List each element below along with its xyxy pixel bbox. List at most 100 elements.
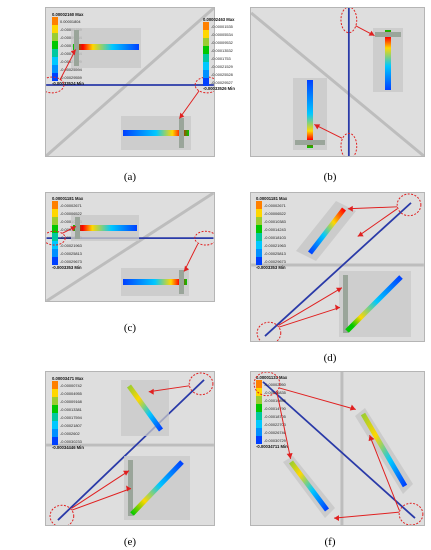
caption-b: (b) [323, 171, 337, 183]
legend-f-row: -0.00026746 [256, 428, 308, 436]
legend-color-swatch [256, 217, 262, 225]
panel-f-viewport: 0.00001133 Max -0.00002950 -0.00006835 -0.… [250, 371, 425, 526]
caption-e: (e) [123, 536, 137, 548]
legend-value-label: -0.00004955 [60, 390, 82, 396]
legend-color-swatch [52, 397, 58, 405]
panel-a-inset-top [71, 28, 141, 68]
legend-color-swatch [52, 65, 58, 73]
legend-color-swatch [52, 413, 58, 421]
legend-e-row: -0.0002602 [52, 429, 104, 437]
legend-value-label: -0.00018103 [264, 234, 286, 240]
legend-b-row: -0.00021529 [203, 62, 255, 70]
legend-color-swatch [52, 257, 58, 265]
legend-d-row: -0.00018103 [256, 233, 308, 241]
legend-value-label: -0.00018103 [60, 234, 82, 240]
legend-b-row: -0.00013532 [203, 46, 255, 54]
legend-c-max: 0.00001181 Max [52, 196, 84, 201]
legend-color-swatch [256, 380, 262, 388]
legend-color-swatch [52, 217, 58, 225]
panel-a-inset-bottom [121, 116, 191, 150]
caption-d: (d) [323, 352, 337, 364]
legend-e-row: -0.00030233 [52, 437, 104, 445]
legend-f-row: -0.00006835 [256, 388, 308, 396]
legend-b-max: 0.00002463 Max [203, 17, 235, 22]
legend-d-max: 0.00001181 Max [256, 196, 288, 201]
legend-c-row: -0.00002671 [52, 201, 104, 209]
panel-d-inset-bottom [339, 271, 411, 337]
panel-d-viewport: 0.00001181 Max -0.00002671 -0.00006522 -0.… [250, 192, 425, 342]
panel-e-viewport: 0.00003471 Max -0.00000742 -0.00004955 -0.… [45, 371, 215, 526]
legend-a-row: -0.00005769 [52, 25, 104, 33]
legend-color-swatch [52, 57, 58, 65]
legend-b-min: -0.00033526 Min [203, 86, 235, 91]
legend-color-swatch [52, 241, 58, 249]
legend-value-label: -0.0001753 [211, 55, 231, 61]
legend-a-min: -0.00033524 Min [52, 81, 84, 86]
legend-value-label: -0.00010895 [264, 397, 286, 403]
legend-f-row: -0.00014790 [256, 404, 308, 412]
legend-d-min: -0.0003353 Min [256, 265, 286, 270]
legend-color-swatch [203, 78, 209, 86]
legend-c-row: -0.00021963 [52, 241, 104, 249]
panel-e-inset-bottom [124, 456, 190, 520]
panel-b-inset-top [373, 28, 403, 92]
legend-e-max: 0.00003471 Max [52, 376, 84, 381]
legend-color-swatch [203, 62, 209, 70]
legend-color-swatch [52, 49, 58, 57]
legend-value-label: -0.00025813 [264, 250, 286, 256]
legend-color-swatch [203, 30, 209, 38]
legend-d-row: -0.00006522 [256, 209, 308, 217]
legend-b-row: -0.00029527 [203, 78, 255, 86]
legend-value-label: -0.00010383 [264, 218, 286, 224]
legend-color-swatch [52, 201, 58, 209]
legend-value-label: -0.00009168 [60, 398, 82, 404]
legend-color-swatch [256, 225, 262, 233]
legend-b-row: -0.00005534 [203, 30, 255, 38]
legend-f-row: -0.00018705 [256, 412, 308, 420]
panel-a-viewport: 0.00002160 Max 0.00001804 -0.00005769 -0.0… [45, 7, 215, 157]
legend-c-min: -0.0003353 Min [52, 265, 82, 270]
legend-b-row: -0.0001753 [203, 54, 255, 62]
panel-e-inset-top [121, 380, 169, 436]
legend-value-label: -0.00006522 [264, 210, 286, 216]
legend-a-row: -0.00029559 [52, 73, 104, 81]
legend-value-label: -0.00029527 [211, 79, 233, 85]
legend-value-label: -0.00005769 [60, 26, 82, 32]
legend-value-label: -0.00029673 [264, 258, 286, 264]
legend-value-label: -0.00021807 [60, 422, 82, 428]
legend-c-row: -0.00006522 [52, 209, 104, 217]
panel-b-viewport [250, 7, 425, 157]
legend-d-row: -0.00025813 [256, 249, 308, 257]
legend-value-label: -0.00021529 [211, 63, 233, 69]
legend-color-swatch [203, 46, 209, 54]
caption-c: (c) [123, 322, 137, 334]
legend-value-label: -0.00021963 [264, 242, 286, 248]
legend-d-row: -0.00002671 [256, 201, 308, 209]
caption-a: (a) [123, 171, 137, 183]
legend-a-row: 0.00001804 [52, 17, 104, 25]
legend-d: 0.00001181 Max -0.00002671 -0.00006522 -0.… [256, 196, 308, 270]
legend-color-swatch [256, 241, 262, 249]
legend-color-swatch [203, 38, 209, 46]
legend-value-label: -0.00005534 [211, 31, 233, 37]
legend-f-row: -0.00010895 [256, 396, 308, 404]
legend-e-row: -0.00000742 [52, 381, 104, 389]
legend-color-swatch [256, 428, 262, 436]
legend-value-label: -0.0002602 [60, 430, 80, 436]
legend-value-label: -0.00002671 [60, 202, 82, 208]
legend-a-row: -0.00013699 [52, 41, 104, 49]
panel-d-inset-top [296, 201, 356, 261]
legend-color-swatch [52, 33, 58, 41]
legend-f-min: -0.00034711 Min [256, 444, 288, 449]
legend-color-swatch [52, 389, 58, 397]
panel-c-viewport: 0.00001181 Max -0.00002671 -0.00006522 -0.… [45, 192, 215, 302]
legend-color-swatch [256, 233, 262, 241]
legend-color-swatch [256, 257, 262, 265]
legend-c-row: -0.00010383 [52, 217, 104, 225]
legend-color-swatch [256, 396, 262, 404]
panel-a-model [46, 8, 214, 156]
legend-e-row: -0.00013381 [52, 405, 104, 413]
legend-color-swatch [203, 22, 209, 30]
panel-b-inset-bottom [293, 78, 327, 150]
legend-value-label: -0.00014790 [264, 405, 286, 411]
